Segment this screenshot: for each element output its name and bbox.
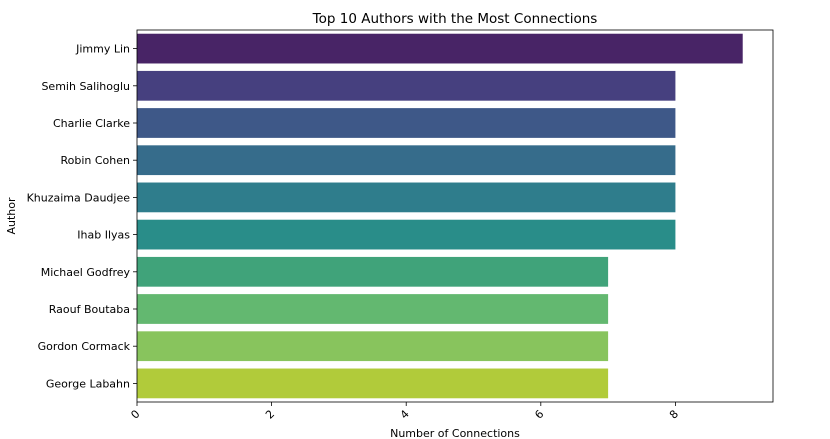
y-tick-label: George Labahn (46, 377, 130, 390)
bar-8 (137, 331, 609, 362)
bar-2 (137, 108, 676, 138)
y-tick-label: Charlie Clarke (53, 117, 130, 130)
x-tick-label: 0 (128, 407, 142, 421)
x-tick-label: 6 (532, 407, 546, 421)
y-axis-label: Author (5, 197, 18, 235)
y-tick-label: Gordon Cormack (38, 340, 131, 353)
bar-7 (137, 294, 609, 324)
bar-1 (137, 70, 676, 101)
x-tick-label: 2 (263, 407, 277, 421)
x-tick-label: 4 (398, 407, 412, 421)
bar-3 (137, 145, 676, 176)
y-tick-label: Semih Salihoglu (41, 80, 130, 93)
y-tick-label: Robin Cohen (60, 154, 130, 167)
bar-5 (137, 219, 676, 250)
y-tick-label: Raouf Boutaba (49, 303, 130, 316)
y-tick-label: Jimmy Lin (75, 43, 130, 56)
chart-title: Top 10 Authors with the Most Connections (312, 11, 598, 27)
y-tick-label: Ihab Ilyas (77, 229, 130, 242)
y-tick-label: Khuzaima Daudjee (27, 191, 131, 204)
bar-6 (137, 256, 609, 287)
x-axis-label: Number of Connections (390, 427, 520, 439)
x-ticks-group: 0 2 4 6 8 (128, 402, 681, 422)
y-tick-label: Michael Godfrey (41, 266, 131, 279)
bar-0 (137, 33, 743, 64)
y-ticks-group: Jimmy Lin Semih Salihoglu Charlie Clarke Ro… (27, 43, 137, 390)
plot-frame (136, 29, 774, 403)
bar-9 (137, 368, 609, 399)
x-tick-label: 8 (667, 407, 681, 421)
bar-4 (137, 182, 676, 213)
bars-group (137, 33, 743, 399)
